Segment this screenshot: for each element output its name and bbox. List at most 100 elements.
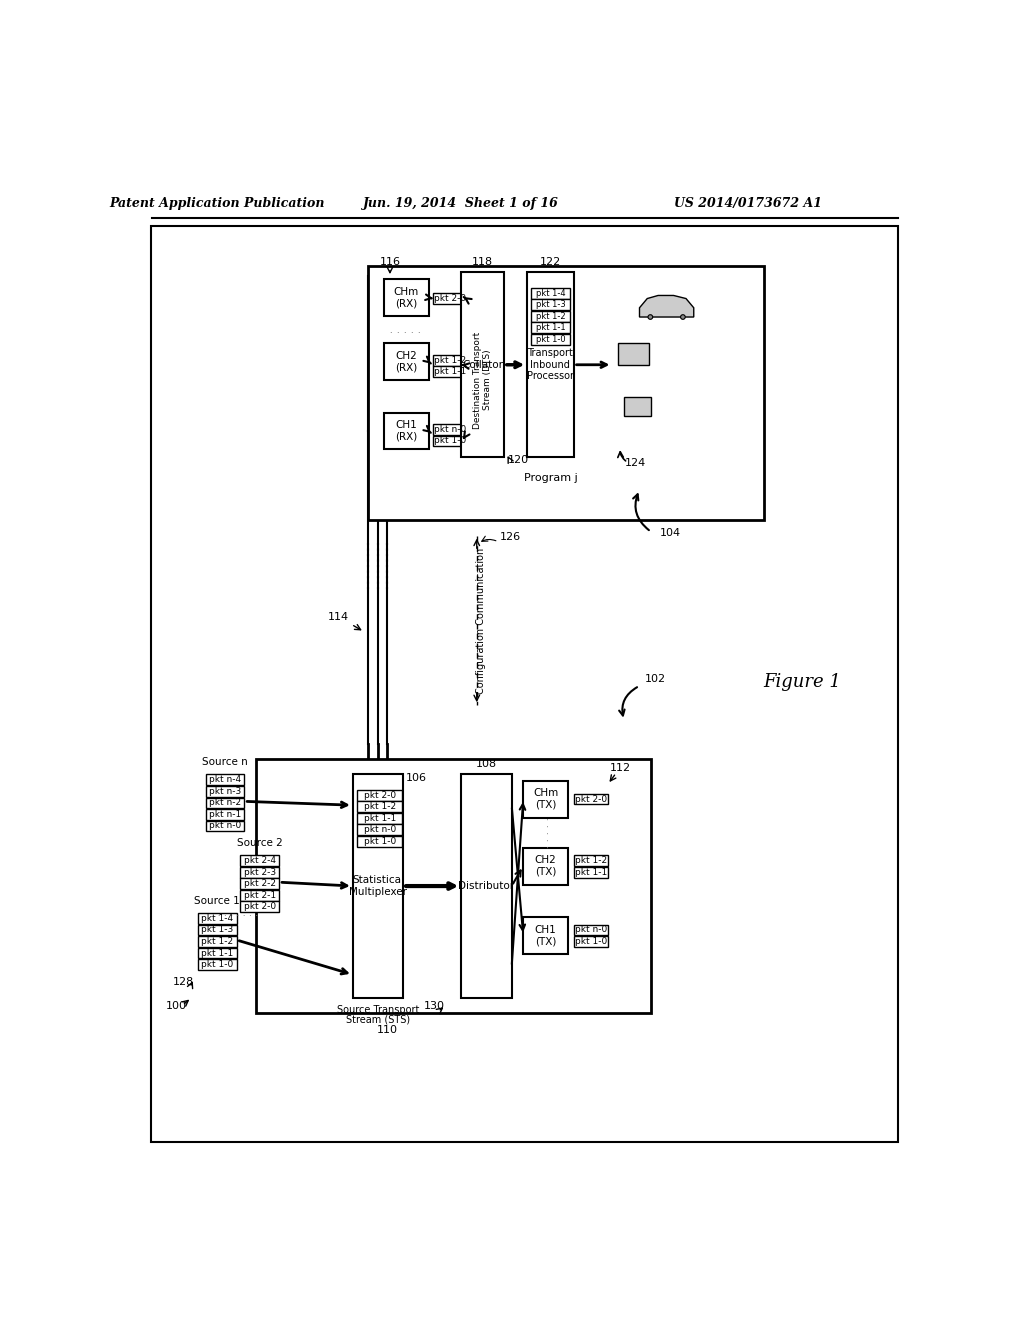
Text: pkt n-2: pkt n-2 <box>209 799 241 808</box>
Bar <box>531 300 569 310</box>
Bar <box>461 775 512 998</box>
Bar <box>433 436 466 446</box>
Bar <box>357 789 402 800</box>
Text: pkt 1-0: pkt 1-0 <box>364 837 396 846</box>
Text: 116: 116 <box>380 257 400 268</box>
Polygon shape <box>617 343 649 364</box>
Text: pkt 1-2: pkt 1-2 <box>433 355 466 364</box>
Text: Statistical
Multiplexer: Statistical Multiplexer <box>349 875 407 896</box>
Text: Source 2: Source 2 <box>237 838 283 847</box>
Bar <box>523 847 568 884</box>
Bar <box>206 821 245 832</box>
Text: 118: 118 <box>472 256 494 267</box>
Text: 104: 104 <box>659 528 681 537</box>
Text: Jun. 19, 2014  Sheet 1 of 16: Jun. 19, 2014 Sheet 1 of 16 <box>364 197 559 210</box>
Text: Configuration Communication: Configuration Communication <box>475 548 485 693</box>
Text: pkt n-0: pkt n-0 <box>364 825 396 834</box>
Bar <box>433 367 466 378</box>
Text: pkt 1-2: pkt 1-2 <box>574 857 607 865</box>
Text: 102: 102 <box>644 675 666 684</box>
Bar <box>523 917 568 954</box>
Bar <box>433 424 466 434</box>
Text: pkt 1-1: pkt 1-1 <box>364 814 396 822</box>
Text: pkt 1-3: pkt 1-3 <box>201 925 233 935</box>
Bar <box>206 797 245 808</box>
Text: pkt 2-4: pkt 2-4 <box>244 857 275 865</box>
Bar <box>573 924 607 936</box>
Text: Source n: Source n <box>202 758 248 767</box>
Bar <box>573 936 607 946</box>
Bar <box>461 272 504 457</box>
Polygon shape <box>640 296 693 317</box>
Text: 122: 122 <box>540 256 561 267</box>
Text: 100: 100 <box>166 1002 186 1011</box>
Text: . . . . .: . . . . . <box>390 325 422 335</box>
Bar <box>198 924 237 936</box>
Bar <box>384 343 429 380</box>
Text: Stream (STS): Stream (STS) <box>346 1015 410 1024</box>
Text: . . . . .: . . . . . <box>541 817 551 849</box>
Circle shape <box>681 314 685 319</box>
Text: pkt 2-2: pkt 2-2 <box>244 879 275 888</box>
Text: pkt n-0: pkt n-0 <box>433 425 466 434</box>
Text: Transport
Inbound
Processor: Transport Inbound Processor <box>527 348 573 381</box>
Bar <box>527 272 573 457</box>
Text: Figure 1: Figure 1 <box>763 673 841 690</box>
Bar <box>573 855 607 866</box>
Text: pkt 1-1: pkt 1-1 <box>536 323 565 333</box>
Bar <box>357 801 402 812</box>
Text: 130: 130 <box>424 1002 444 1011</box>
Bar <box>206 809 245 820</box>
Text: 124: 124 <box>625 458 646 469</box>
Bar <box>241 902 280 912</box>
Text: CH1
(RX): CH1 (RX) <box>395 420 418 442</box>
Bar <box>573 867 607 878</box>
Text: CHm
(TX): CHm (TX) <box>534 788 558 810</box>
Text: pkt 2-3: pkt 2-3 <box>244 867 275 876</box>
Text: 114: 114 <box>328 612 349 623</box>
Text: pkt 1-2: pkt 1-2 <box>201 937 233 946</box>
Text: 108: 108 <box>476 759 497 768</box>
Bar <box>198 960 237 970</box>
Bar <box>573 793 607 804</box>
Text: pkt 1-1: pkt 1-1 <box>574 867 607 876</box>
Bar <box>352 775 403 998</box>
Text: pkt 2-0: pkt 2-0 <box>244 903 275 911</box>
Text: Source 1: Source 1 <box>195 896 240 906</box>
Text: pkt 1-1: pkt 1-1 <box>433 367 466 376</box>
Bar <box>357 813 402 824</box>
Bar <box>256 759 651 1014</box>
Text: pkt 1-0: pkt 1-0 <box>201 960 233 969</box>
Bar <box>433 293 466 304</box>
Text: pkt 2-0: pkt 2-0 <box>364 791 396 800</box>
Text: 128: 128 <box>173 977 195 986</box>
Text: . . . . . . .: . . . . . . . <box>218 908 259 917</box>
Text: 110: 110 <box>377 1026 397 1035</box>
Text: CHm
(RX): CHm (RX) <box>393 286 419 309</box>
Text: Source Transport: Source Transport <box>337 1006 419 1015</box>
Bar <box>531 312 569 322</box>
Text: 112: 112 <box>609 763 631 774</box>
Bar <box>369 267 764 520</box>
Bar <box>523 780 568 817</box>
Text: pkt n-4: pkt n-4 <box>209 775 241 784</box>
Bar <box>198 913 237 924</box>
Bar <box>384 280 429 317</box>
Text: CH2
(TX): CH2 (TX) <box>535 855 557 876</box>
Text: pkt 1-3: pkt 1-3 <box>536 300 565 309</box>
Text: pkt 1-2: pkt 1-2 <box>536 312 565 321</box>
Bar <box>384 412 429 449</box>
Bar <box>206 785 245 797</box>
Text: Distributor: Distributor <box>459 880 514 891</box>
Bar <box>433 355 466 366</box>
Text: 126: 126 <box>500 532 521 541</box>
Text: pkt n-1: pkt n-1 <box>209 810 241 818</box>
Bar <box>357 825 402 836</box>
Bar <box>241 867 280 878</box>
Text: pkt 1-2: pkt 1-2 <box>364 803 396 812</box>
Text: pkt 1-0: pkt 1-0 <box>536 335 565 343</box>
Text: US 2014/0173672 A1: US 2014/0173672 A1 <box>674 197 822 210</box>
Text: Destination Transport
Stream (DTS): Destination Transport Stream (DTS) <box>473 331 493 429</box>
Text: CH2
(RX): CH2 (RX) <box>395 351 418 372</box>
Bar <box>241 878 280 890</box>
